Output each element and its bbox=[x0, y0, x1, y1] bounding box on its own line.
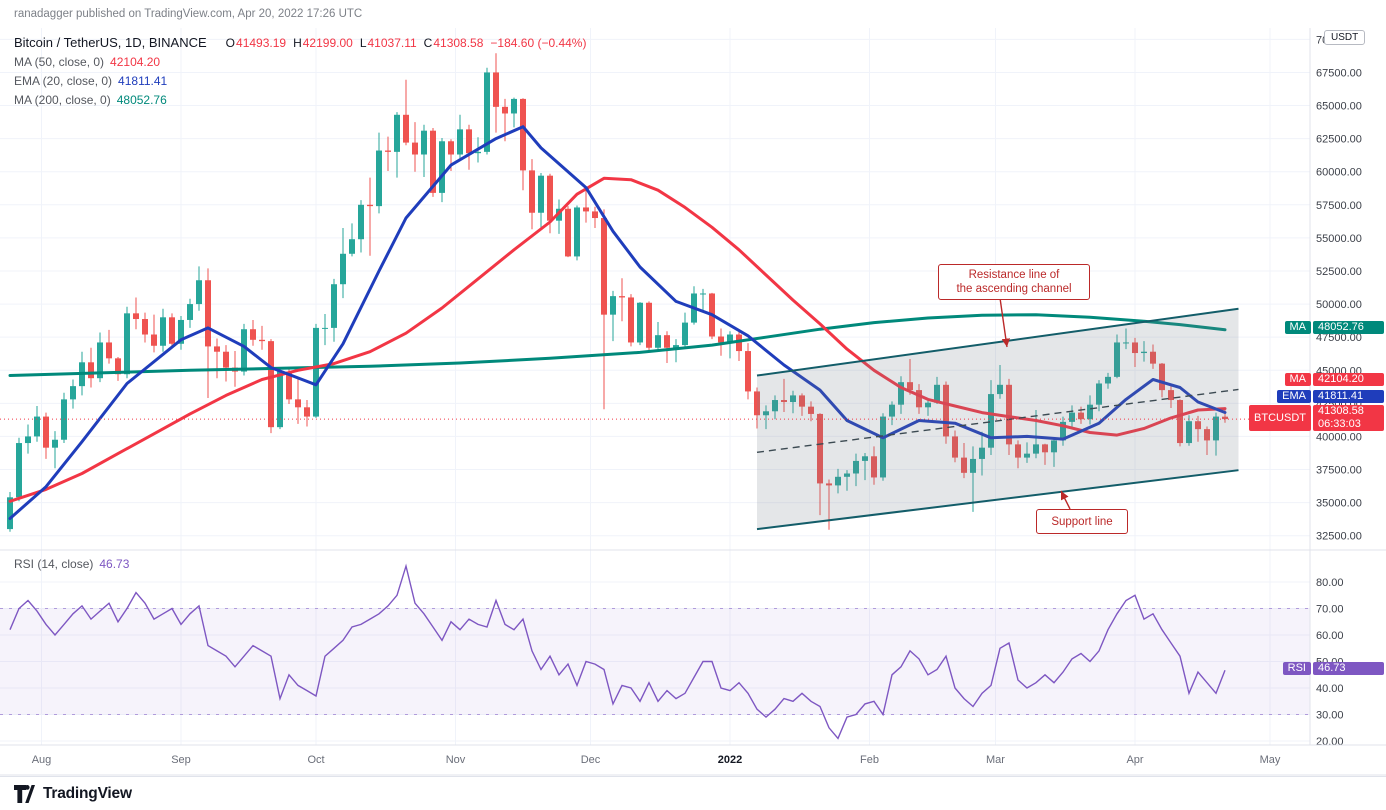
rsi-axis-badge-value: 46.73 bbox=[1313, 662, 1384, 675]
svg-text:67500.00: 67500.00 bbox=[1316, 67, 1362, 79]
ema20-axis-badge-label: EMA bbox=[1277, 390, 1311, 403]
rsi-band bbox=[0, 608, 1310, 715]
svg-text:60.00: 60.00 bbox=[1316, 630, 1344, 642]
ma50-axis-badge-value: 42104.20 bbox=[1313, 373, 1384, 386]
symbol-title[interactable]: Bitcoin / TetherUS, 1D, BINANCE bbox=[14, 35, 207, 50]
annotation-resistance[interactable]: Resistance line of the ascending channel bbox=[938, 264, 1090, 300]
annotation-resistance-line1: Resistance line of bbox=[968, 269, 1060, 281]
low-label: L bbox=[359, 35, 367, 50]
ema20-axis-badge-value: 41811.41 bbox=[1313, 390, 1384, 403]
svg-text:80.00: 80.00 bbox=[1316, 577, 1344, 589]
legend-rsi[interactable]: RSI (14, close) 46.73 bbox=[14, 554, 129, 573]
ma50-value: 42104.20 bbox=[110, 54, 161, 69]
svg-text:20.00: 20.00 bbox=[1316, 736, 1344, 748]
svg-text:35000.00: 35000.00 bbox=[1316, 498, 1362, 510]
svg-text:Sep: Sep bbox=[171, 754, 191, 766]
channel-mid-line bbox=[756, 388, 1239, 454]
published-text: ranadagger published on TradingView.com,… bbox=[14, 8, 363, 20]
ma200-line bbox=[8, 313, 1227, 377]
annotation-support-line1: Support line bbox=[1051, 515, 1113, 528]
ma50-line bbox=[8, 176, 1227, 503]
ema20-value: 41811.41 bbox=[118, 73, 168, 88]
tradingview-logo-icon[interactable] bbox=[14, 784, 35, 803]
svg-text:50000.00: 50000.00 bbox=[1316, 299, 1362, 311]
ma200-axis-badge-value: 48052.76 bbox=[1313, 321, 1384, 334]
legend-ema20[interactable]: EMA (20, close, 0) 41811.41 bbox=[14, 71, 586, 90]
svg-text:47500.00: 47500.00 bbox=[1316, 332, 1362, 344]
legend-ma200[interactable]: MA (200, close, 0) 48052.76 bbox=[14, 90, 586, 109]
ma200-value: 48052.76 bbox=[116, 92, 167, 107]
ma200-axis-badge[interactable]: MA 48052.76 bbox=[1284, 321, 1384, 334]
rsi-line bbox=[9, 563, 1226, 740]
symbol-axis-badge-label: BTCUSDT bbox=[1249, 405, 1311, 431]
svg-text:Apr: Apr bbox=[1126, 754, 1143, 766]
footer-bar: TradingView bbox=[0, 776, 1386, 810]
svg-text:Nov: Nov bbox=[446, 754, 466, 766]
ma200-axis-badge-label: MA bbox=[1284, 321, 1311, 334]
legend-ma50[interactable]: MA (50, close, 0) 42104.20 bbox=[14, 52, 586, 71]
open-value: 41493.19 bbox=[236, 35, 287, 50]
ma50-label: MA (50, close, 0) bbox=[14, 54, 105, 69]
candles-layer bbox=[7, 53, 1228, 532]
svg-text:70.00: 70.00 bbox=[1316, 604, 1344, 616]
high-value: 42199.00 bbox=[302, 35, 353, 50]
resistance-line bbox=[756, 307, 1239, 377]
annotation-arrow-1 bbox=[1060, 490, 1071, 510]
svg-text:40.00: 40.00 bbox=[1316, 683, 1344, 695]
svg-text:65000.00: 65000.00 bbox=[1316, 101, 1362, 113]
close-label: C bbox=[423, 35, 433, 50]
tradingview-brand[interactable]: TradingView bbox=[43, 784, 132, 802]
change-value: −184.60 (−0.44%) bbox=[490, 35, 587, 50]
svg-text:57500.00: 57500.00 bbox=[1316, 200, 1362, 212]
svg-text:30.00: 30.00 bbox=[1316, 710, 1344, 722]
rsi-axis-badge-label: RSI bbox=[1282, 662, 1311, 675]
svg-text:55000.00: 55000.00 bbox=[1316, 233, 1362, 245]
currency-toggle[interactable]: USDT bbox=[1324, 30, 1366, 45]
svg-text:60000.00: 60000.00 bbox=[1316, 167, 1362, 179]
svg-text:40000.00: 40000.00 bbox=[1316, 431, 1362, 443]
close-value: 41308.58 bbox=[433, 35, 484, 50]
symbol-axis-badge-value: 41308.58 06:33:03 bbox=[1313, 405, 1384, 431]
svg-text:May: May bbox=[1260, 754, 1281, 766]
ma50-axis-badge-label: MA bbox=[1284, 373, 1311, 386]
svg-text:Dec: Dec bbox=[581, 754, 601, 766]
symbol-axis-badge[interactable]: BTCUSDT 41308.58 06:33:03 bbox=[1249, 405, 1384, 431]
annotation-resistance-line2: the ascending channel bbox=[956, 283, 1072, 295]
chart-legend: Bitcoin / TetherUS, 1D, BINANCE O 41493.1… bbox=[14, 33, 586, 109]
svg-text:62500.00: 62500.00 bbox=[1316, 134, 1362, 146]
ascending-channel bbox=[756, 307, 1239, 531]
ema20-line bbox=[8, 125, 1227, 520]
svg-text:Oct: Oct bbox=[307, 754, 324, 766]
svg-text:32500.00: 32500.00 bbox=[1316, 531, 1362, 543]
time-axis-labels[interactable]: Aug Sep Oct Nov Dec 2022 Feb Mar Apr May bbox=[32, 754, 1281, 766]
svg-text:Aug: Aug bbox=[32, 754, 52, 766]
support-line bbox=[756, 469, 1239, 531]
high-label: H bbox=[293, 35, 302, 50]
rsi-label: RSI (14, close) bbox=[14, 556, 94, 571]
annotation-support[interactable]: Support line bbox=[1036, 509, 1128, 534]
svg-text:Feb: Feb bbox=[860, 754, 879, 766]
annotation-arrow-0 bbox=[999, 297, 1010, 348]
ohlc-values: O 41493.19 H 42199.00 L 41037.11 C 41308.58 … bbox=[219, 36, 587, 50]
low-value: 41037.11 bbox=[367, 35, 417, 50]
ma50-axis-badge[interactable]: MA 42104.20 bbox=[1284, 373, 1384, 386]
svg-text:52500.00: 52500.00 bbox=[1316, 266, 1362, 278]
ema20-axis-badge[interactable]: EMA 41811.41 bbox=[1277, 390, 1384, 403]
ma200-label: MA (200, close, 0) bbox=[14, 92, 111, 107]
rsi-value: 46.73 bbox=[99, 556, 130, 571]
svg-text:37500.00: 37500.00 bbox=[1316, 465, 1362, 477]
svg-text:Mar: Mar bbox=[986, 754, 1005, 766]
svg-text:2022: 2022 bbox=[718, 754, 742, 766]
rsi-axis-badge[interactable]: RSI 46.73 bbox=[1282, 662, 1384, 675]
ema20-label: EMA (20, close, 0) bbox=[14, 73, 113, 88]
open-label: O bbox=[225, 35, 236, 50]
price-axis-labels[interactable]: 70000.0067500.0065000.0062500.0060000.00… bbox=[1316, 34, 1362, 542]
published-info-bar: ranadagger published on TradingView.com,… bbox=[0, 0, 1386, 28]
